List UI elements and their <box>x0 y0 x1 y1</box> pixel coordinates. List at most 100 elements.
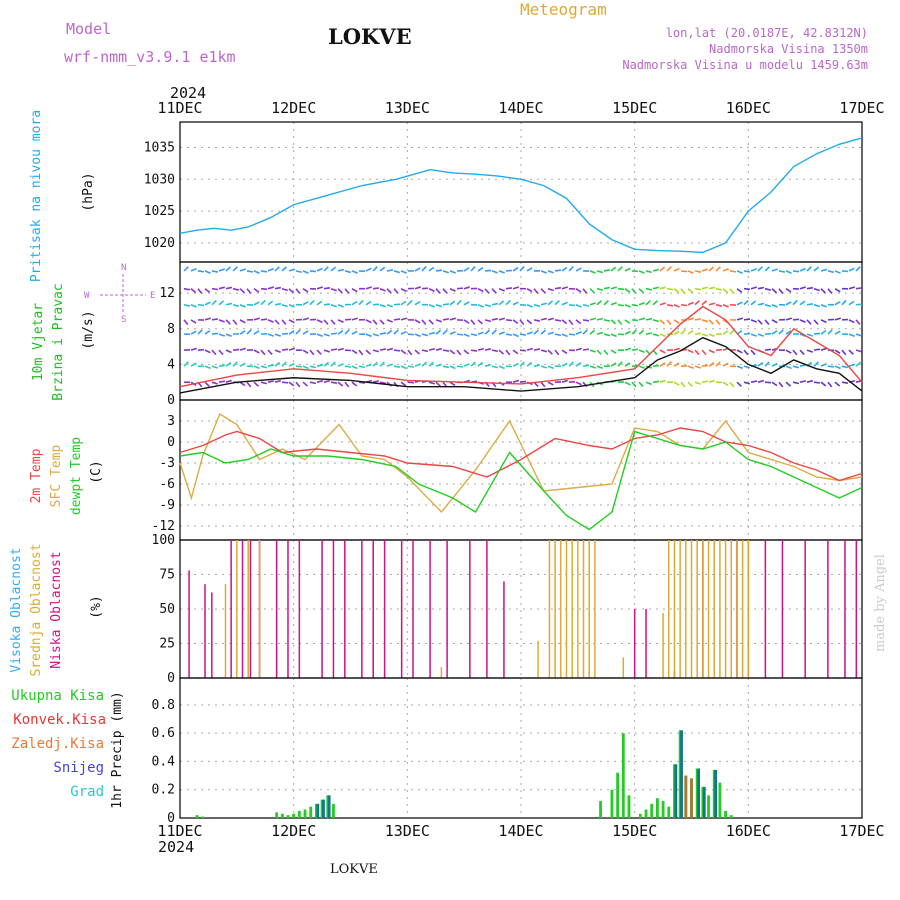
wind-barb <box>393 349 401 352</box>
wind-speed-line <box>179 336 863 394</box>
wind-barb <box>701 349 707 356</box>
precip-bar <box>729 815 733 818</box>
wind-barb <box>673 347 680 351</box>
wind-barb <box>715 319 721 326</box>
wind-barb <box>323 379 331 383</box>
wind-barb <box>344 381 350 388</box>
temp2m-line <box>179 427 863 482</box>
wind-barb <box>512 379 519 383</box>
wind-barb <box>442 270 449 274</box>
wind-barb <box>757 302 765 306</box>
wind-barb <box>316 349 322 355</box>
wind-barb <box>337 303 344 308</box>
precip-bar <box>599 801 602 818</box>
wind-barb <box>561 266 568 272</box>
wind-barb <box>799 349 805 355</box>
wind-barb <box>652 380 660 383</box>
wind-barb <box>435 288 441 294</box>
wind-barb <box>400 270 407 274</box>
wind-barb <box>708 286 716 290</box>
wind-barb <box>848 363 855 367</box>
precip-bar <box>650 803 654 818</box>
wind-barb <box>204 329 211 335</box>
wind-barb <box>197 270 205 273</box>
wind-barb <box>253 349 260 354</box>
wind-gust-line <box>179 305 863 388</box>
wind-barb <box>799 286 806 290</box>
wind-barb <box>344 329 350 335</box>
wind-barb <box>211 318 219 321</box>
wind-barb <box>281 348 289 351</box>
wind-barb <box>806 349 813 353</box>
wind-barb <box>792 381 800 385</box>
date-label-bottom: 17DEC <box>839 822 884 840</box>
wind-barb <box>197 329 203 335</box>
wind-barb <box>554 286 562 290</box>
y-tick-label: 50 <box>159 602 175 617</box>
y-tick-label: 8 <box>167 322 175 337</box>
wind-barb <box>743 332 751 335</box>
wind-barb <box>813 287 820 292</box>
wind-barb <box>834 300 841 306</box>
wind-barb <box>631 288 637 294</box>
wind-barb <box>589 317 597 321</box>
wind-barb <box>372 349 380 353</box>
wind-barb <box>561 286 568 290</box>
wind-barb <box>610 349 617 354</box>
wind-barb <box>848 267 855 272</box>
wind-barb <box>519 319 525 326</box>
wind-barb <box>813 348 821 351</box>
precip-bar <box>309 806 313 818</box>
wind-barb <box>428 381 436 385</box>
wind-barb <box>302 270 309 274</box>
wind-barb <box>533 364 541 367</box>
wind-barb <box>484 348 492 351</box>
wind-barb <box>505 269 513 272</box>
wind-barb <box>617 361 623 367</box>
wind-barb <box>673 362 680 367</box>
precip-bar <box>724 810 727 818</box>
wind-barb <box>757 319 763 325</box>
wind-barb <box>701 364 709 367</box>
wind-barb <box>834 381 841 387</box>
wind-barb <box>820 381 827 387</box>
wind-barb <box>624 347 631 351</box>
precip-bar <box>297 810 301 818</box>
y-tick-label: 0.8 <box>152 698 175 713</box>
wind-barb <box>519 266 525 272</box>
wind-barb <box>806 266 812 272</box>
wind-barb <box>330 303 337 308</box>
precip-bar <box>680 730 683 818</box>
wind-barb <box>596 317 604 321</box>
wind-barb <box>554 349 560 356</box>
wind-barb <box>722 268 729 272</box>
precip-bar <box>718 782 722 818</box>
wind-barb <box>386 319 393 323</box>
wind-barb <box>498 331 505 335</box>
precip-bar <box>322 799 325 818</box>
wind-barb <box>603 333 611 337</box>
y-tick-label: 12 <box>159 286 175 301</box>
wind-barb <box>757 286 765 290</box>
wind-barb <box>785 301 792 306</box>
wind-barb <box>351 330 358 335</box>
wind-barb <box>491 270 498 274</box>
wind-barb <box>358 365 366 369</box>
precip-bar <box>201 816 205 818</box>
wind-barb <box>309 349 315 356</box>
wind-barb <box>456 287 464 290</box>
wind-barb <box>379 332 387 335</box>
date-label-bottom: 16DEC <box>726 822 771 840</box>
wind-barb <box>463 363 470 367</box>
wind-barb <box>708 319 714 325</box>
wind-barb <box>827 270 835 274</box>
wind-barb <box>365 286 372 290</box>
wind-subtitle: Brzina i Pravac <box>51 283 66 400</box>
precip-bar <box>292 813 296 818</box>
wind-barb <box>400 381 407 387</box>
wind-barb <box>323 319 329 325</box>
wind-barb <box>491 317 499 321</box>
precip-bar <box>712 769 716 818</box>
wind-barb <box>260 299 266 306</box>
